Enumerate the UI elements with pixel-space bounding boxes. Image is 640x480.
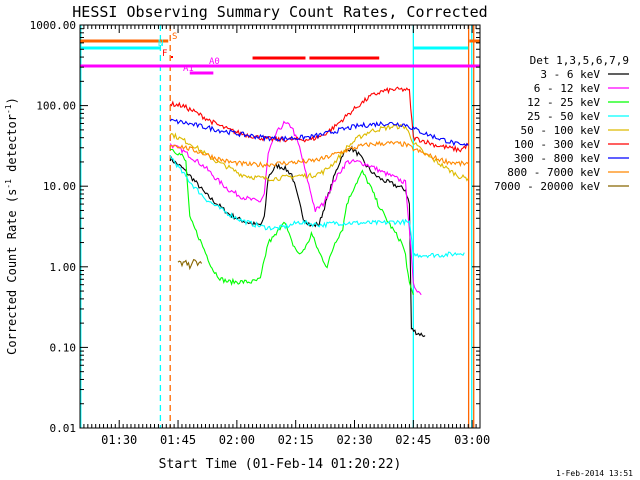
series-line-4 — [169, 123, 469, 182]
legend-label-6: 300 - 800 keV — [514, 152, 600, 165]
status-label-S: S — [172, 32, 177, 42]
legend-label-1: 6 - 12 keV — [534, 82, 601, 95]
y-axis-label: Corrected Count Rate (s-1 detector-1) — [4, 97, 19, 355]
series-line-0 — [169, 145, 426, 338]
status-label-A1: A1 — [183, 64, 194, 74]
x-axis-label: Start Time (01-Feb-14 01:20:22) — [159, 457, 402, 472]
series-line-6 — [169, 118, 469, 147]
y-tick-label-1: 100.00 — [36, 100, 76, 113]
status-label-A0: A0 — [209, 57, 220, 67]
status-label-F: F — [162, 49, 167, 59]
status-bars: SNF A0 A1 — [80, 32, 480, 75]
vertical-markers — [80, 25, 475, 428]
x-tick-label-4: 02:30 — [336, 433, 372, 447]
axes: 1000.00 100.00 10.00 1.00 0.10 0.01 01:30 01:45… — [30, 19, 491, 447]
legend-label-7: 800 - 7000 keV — [507, 166, 600, 179]
x-tick-label-3: 02:15 — [278, 433, 314, 447]
series-line-5 — [169, 86, 469, 153]
legend-label-0: 3 - 6 keV — [540, 68, 600, 81]
series-line-8 — [177, 258, 203, 271]
series-line-3 — [169, 155, 465, 259]
legend-label-3: 25 - 50 keV — [527, 110, 600, 123]
y-axis-label-sup: -1 — [4, 179, 13, 189]
y-axis-label-sup2: -1 — [4, 104, 13, 114]
legend-label-5: 100 - 300 keV — [514, 138, 600, 151]
x-tick-label-5: 02:45 — [395, 433, 431, 447]
y-tick-label-0: 1000.00 — [30, 19, 76, 32]
x-tick-label-2: 02:00 — [219, 433, 255, 447]
legend-label-4: 50 - 100 keV — [521, 124, 601, 137]
y-axis-label-close: ) — [5, 97, 19, 104]
series-line-2 — [170, 148, 414, 295]
x-tick-label-1: 01:45 — [160, 433, 196, 447]
y-tick-label-3: 1.00 — [50, 261, 77, 274]
status-dot-F — [171, 56, 173, 58]
legend-label-2: 12 - 25 keV — [527, 96, 600, 109]
y-tick-label-2: 10.00 — [43, 180, 76, 193]
status-label-N: N — [158, 39, 163, 49]
footer-stamp: 1-Feb-2014 13:51 — [556, 469, 633, 478]
chart-title: HESSI Observing Summary Count Rates, Cor… — [72, 3, 487, 21]
series-line-7 — [170, 140, 469, 169]
y-axis-label-rest: detector — [5, 114, 19, 179]
x-tick-label-6: 03:00 — [454, 433, 490, 447]
series-lines — [169, 86, 469, 338]
y-tick-label-5: 0.01 — [50, 422, 77, 435]
x-tick-label-0: 01:30 — [101, 433, 137, 447]
y-tick-label-4: 0.10 — [50, 341, 77, 354]
y-axis-label-main: Corrected Count Rate (s — [5, 189, 19, 355]
legend-label-8: 7000 - 20000 keV — [494, 180, 600, 193]
legend-header: Det 1,3,5,6,7,9 — [530, 54, 629, 67]
svg-text:Corrected Count Rate (s-1 dete: Corrected Count Rate (s-1 detector-1) — [4, 97, 19, 355]
series-line-1 — [169, 120, 422, 296]
